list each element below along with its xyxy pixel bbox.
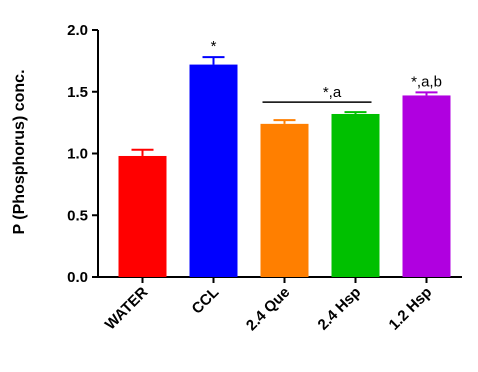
significance-annotation: * bbox=[211, 38, 217, 55]
y-axis-label: P (Phosphorus) conc. bbox=[11, 69, 28, 234]
bar bbox=[402, 95, 451, 277]
bar bbox=[118, 155, 167, 277]
significance-annotation: *,a,b bbox=[411, 73, 442, 90]
y-tick-label: 1.5 bbox=[67, 84, 88, 101]
x-tick-label: 2.4 Que bbox=[243, 284, 293, 334]
y-tick-label: 2.0 bbox=[67, 22, 88, 39]
x-tick-label: WATER bbox=[102, 284, 152, 334]
y-tick-label: 0.5 bbox=[67, 207, 88, 224]
plot-area: 0.0 0.5 1.0 1.5 2.0 WATER CCL * 2.4 Que 2.4 Hsp 1.… bbox=[67, 22, 462, 334]
bar bbox=[189, 64, 238, 277]
x-tick-label: 2.4 Hsp bbox=[315, 284, 365, 334]
y-tick-label: 1.0 bbox=[67, 146, 88, 163]
bar bbox=[331, 113, 380, 277]
x-tick-label: 1.2 Hsp bbox=[386, 284, 436, 334]
group-significance-annotation: *,a bbox=[323, 84, 342, 101]
x-tick-label: CCL bbox=[189, 284, 223, 318]
bar bbox=[260, 123, 309, 277]
y-tick-label: 0.0 bbox=[67, 269, 88, 286]
